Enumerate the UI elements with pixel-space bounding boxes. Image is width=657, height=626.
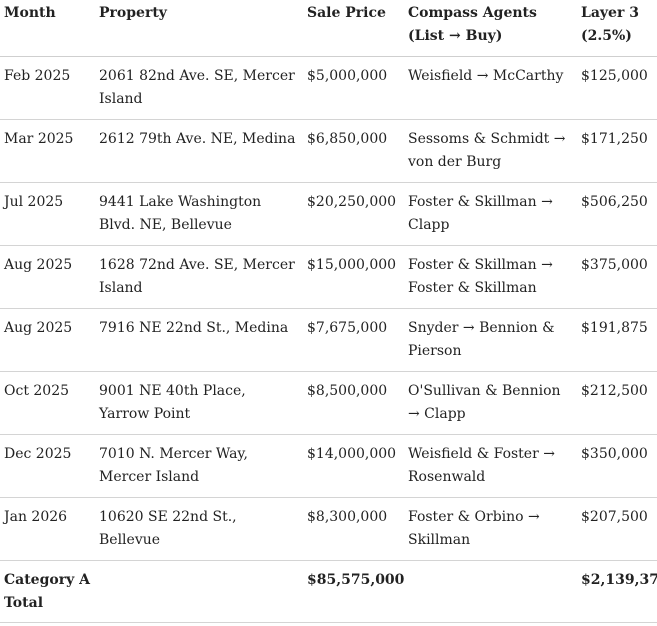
- cell-agents: Snyder → Bennion & Pierson: [404, 308, 577, 372]
- total-layer3: $2,139,375: [577, 559, 657, 623]
- table-row: Aug 2025 7916 NE 22nd St., Medina $7,675…: [0, 308, 657, 372]
- table-header: Month Property Sale Price Compass Agents…: [0, 0, 657, 57]
- cell-agents: Foster & Skillman → Clapp: [404, 182, 577, 246]
- cell-month: Oct 2025: [0, 371, 95, 435]
- cell-sale-price: $8,500,000: [303, 371, 404, 435]
- total-property-empty: [95, 559, 303, 623]
- cell-property: 9001 NE 40th Place, Yarrow Point: [95, 371, 303, 435]
- header-layer3: Layer 3 (2.5%): [577, 0, 657, 57]
- cell-property: 9441 Lake Washington Blvd. NE, Bellevue: [95, 182, 303, 246]
- cell-month: Jul 2025: [0, 182, 95, 246]
- cell-agents: Foster & Skillman → Foster & Skillman: [404, 245, 577, 309]
- cell-sale-price: $20,250,000: [303, 182, 404, 246]
- cell-layer3: $350,000: [577, 434, 657, 498]
- cell-sale-price: $7,675,000: [303, 308, 404, 372]
- cell-sale-price: $5,000,000: [303, 56, 404, 120]
- cell-month: Aug 2025: [0, 245, 95, 309]
- cell-month: Feb 2025: [0, 56, 95, 120]
- total-agents-empty: [404, 559, 577, 623]
- cell-month: Dec 2025: [0, 434, 95, 498]
- table-footer: Category A Total $85,575,000 $2,139,375: [0, 559, 657, 623]
- table-row: Oct 2025 9001 NE 40th Place, Yarrow Poin…: [0, 371, 657, 435]
- header-compass-agents: Compass Agents (List → Buy): [404, 0, 577, 57]
- table-row: Dec 2025 7010 N. Mercer Way, Mercer Isla…: [0, 434, 657, 498]
- table-row: Jan 2026 10620 SE 22nd St., Bellevue $8,…: [0, 497, 657, 561]
- cell-month: Aug 2025: [0, 308, 95, 372]
- cell-property: 7916 NE 22nd St., Medina: [95, 308, 303, 372]
- cell-property: 1628 72nd Ave. SE, Mercer Island: [95, 245, 303, 309]
- cell-agents: Weisfield & Foster → Rosenwald: [404, 434, 577, 498]
- cell-agents: O'Sullivan & Bennion → Clapp: [404, 371, 577, 435]
- header-sale-price: Sale Price: [303, 0, 404, 57]
- total-row: Category A Total $85,575,000 $2,139,375: [0, 559, 657, 623]
- cell-sale-price: $6,850,000: [303, 119, 404, 183]
- cell-layer3: $212,500: [577, 371, 657, 435]
- cell-agents: Sessoms & Schmidt → von der Burg: [404, 119, 577, 183]
- total-sale-price: $85,575,000: [303, 559, 404, 623]
- table-row: Feb 2025 2061 82nd Ave. SE, Mercer Islan…: [0, 56, 657, 120]
- cell-layer3: $506,250: [577, 182, 657, 246]
- cell-property: 2612 79th Ave. NE, Medina: [95, 119, 303, 183]
- cell-layer3: $171,250: [577, 119, 657, 183]
- table-body: Feb 2025 2061 82nd Ave. SE, Mercer Islan…: [0, 56, 657, 561]
- cell-month: Jan 2026: [0, 497, 95, 561]
- cell-layer3: $207,500: [577, 497, 657, 561]
- cell-property: 10620 SE 22nd St., Bellevue: [95, 497, 303, 561]
- cell-layer3: $375,000: [577, 245, 657, 309]
- cell-agents: Weisfield → McCarthy: [404, 56, 577, 120]
- header-property: Property: [95, 0, 303, 57]
- cell-agents: Foster & Orbino → Skillman: [404, 497, 577, 561]
- cell-sale-price: $14,000,000: [303, 434, 404, 498]
- table-row: Aug 2025 1628 72nd Ave. SE, Mercer Islan…: [0, 245, 657, 309]
- header-row: Month Property Sale Price Compass Agents…: [0, 0, 657, 57]
- cell-layer3: $125,000: [577, 56, 657, 120]
- cell-sale-price: $15,000,000: [303, 245, 404, 309]
- cell-month: Mar 2025: [0, 119, 95, 183]
- cell-layer3: $191,875: [577, 308, 657, 372]
- cell-sale-price: $8,300,000: [303, 497, 404, 561]
- cell-property: 7010 N. Mercer Way, Mercer Island: [95, 434, 303, 498]
- header-month: Month: [0, 0, 95, 57]
- table-row: Jul 2025 9441 Lake Washington Blvd. NE, …: [0, 182, 657, 246]
- cell-property: 2061 82nd Ave. SE, Mercer Island: [95, 56, 303, 120]
- total-label: Category A Total: [0, 559, 95, 623]
- table-row: Mar 2025 2612 79th Ave. NE, Medina $6,85…: [0, 119, 657, 183]
